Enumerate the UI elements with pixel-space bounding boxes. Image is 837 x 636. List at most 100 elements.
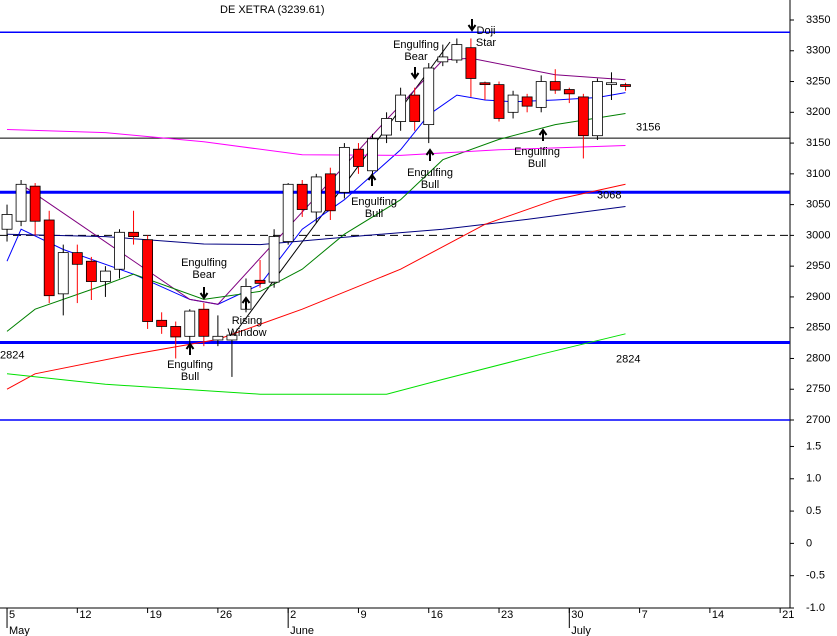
candle-body: [254, 279, 266, 284]
candle-body: [563, 89, 575, 95]
annotation-text: Engulfing: [514, 146, 560, 158]
candle-body: [465, 47, 477, 79]
candle-body: [592, 81, 603, 137]
annotation-arrow: [367, 173, 377, 186]
ma-line: [6, 333, 626, 395]
candle-body: [324, 173, 336, 212]
candle-body: [184, 310, 196, 337]
y-tick-label: 2750: [806, 383, 830, 395]
annotation-arrow: [538, 128, 548, 141]
ma-line: [6, 129, 626, 156]
candle-body: [521, 96, 533, 107]
candle-body: [170, 326, 182, 338]
month-label: June: [290, 625, 314, 636]
annotation-text: Doji: [477, 25, 496, 37]
level-label: 2824: [0, 350, 24, 362]
annotation-arrow: [185, 342, 195, 355]
candle-body: [100, 270, 111, 282]
x-tick-label: 5: [9, 609, 15, 621]
candle-body: [226, 334, 238, 341]
candle-body: [437, 56, 449, 63]
x-tick-label: 7: [642, 609, 648, 621]
annotation-arrow: [410, 67, 420, 80]
candle-body: [43, 219, 55, 297]
candle-body: [451, 44, 463, 61]
candle-body: [367, 138, 378, 172]
annotation-text: Engulfing: [351, 196, 397, 208]
candle-body: [493, 84, 505, 119]
chart-title: DE XETRA (3239.61): [220, 4, 325, 16]
x-tick-label: 16: [431, 609, 443, 621]
candle-body: [381, 118, 392, 136]
y2-tick-label: 0.5: [806, 505, 821, 517]
candle-body: [156, 319, 168, 327]
candle-body: [114, 231, 125, 270]
annotation-arrow: [199, 287, 209, 300]
candle-body: [29, 185, 41, 222]
ma-line: [6, 183, 626, 390]
annotation-arrow: [425, 148, 435, 161]
x-tick-label: 12: [79, 609, 91, 621]
candle-body: [198, 308, 210, 337]
month-label: July: [571, 625, 591, 636]
candle-body: [212, 335, 224, 341]
candle-body: [577, 96, 589, 137]
annotation-text: Rising: [232, 315, 263, 327]
y-tick-label: 3250: [806, 75, 830, 87]
candle-body: [535, 81, 547, 108]
annotation-text: Star: [476, 37, 497, 49]
annotation-text: Bull: [528, 158, 546, 170]
y-tick-label: 2850: [806, 322, 830, 334]
y-tick-label: 2950: [806, 260, 830, 272]
x-tick-label: 9: [360, 609, 366, 621]
candle-body: [85, 260, 97, 282]
annotation-text: Bull: [365, 208, 383, 220]
candle-body: [57, 252, 69, 295]
candle-body: [1, 214, 13, 230]
y-tick-label: 2700: [806, 414, 830, 426]
y-tick-label: 3150: [806, 137, 830, 149]
annotation-text: Window: [227, 327, 266, 339]
candle-body: [549, 81, 561, 91]
x-tick-label: 30: [571, 609, 583, 621]
y2-tick-label: 0: [806, 537, 812, 549]
candle-body: [268, 236, 280, 283]
annotation-text: Engulfing: [167, 359, 213, 371]
candle-body: [620, 84, 631, 87]
annotation-arrow: [241, 296, 251, 309]
candle-body: [423, 67, 435, 126]
annotation-text: Engulfing: [393, 39, 439, 51]
y-tick-label: 2800: [806, 352, 830, 364]
x-tick-label: 23: [501, 609, 513, 621]
y-tick-label: 3050: [806, 199, 830, 211]
annotation-text: Bull: [181, 371, 199, 383]
candle-body: [479, 82, 491, 86]
y-tick-label: 3350: [806, 14, 830, 26]
month-label: May: [9, 625, 30, 636]
x-tick-label: 19: [150, 609, 162, 621]
y-tick-label: 3200: [806, 106, 830, 118]
candle-body: [606, 82, 617, 86]
candle-body: [507, 94, 519, 113]
annotation-text: Bull: [421, 179, 439, 191]
candle-body: [296, 183, 308, 210]
annotation-text: Bear: [404, 51, 428, 63]
annotation-text: Engulfing: [407, 167, 453, 179]
candle-body: [15, 183, 27, 222]
annotation-text: Engulfing: [181, 257, 227, 269]
level-label: 2824: [616, 354, 640, 366]
annotation-arrow: [467, 19, 477, 32]
candle-body: [310, 176, 322, 213]
level-label: 3068: [597, 189, 621, 201]
level-label: 3156: [636, 121, 660, 133]
candle-body: [128, 231, 139, 238]
annotation-text: Bear: [192, 269, 216, 281]
y2-tick-label: 1.5: [806, 440, 821, 452]
candle-body: [338, 146, 350, 193]
candle-body: [409, 94, 421, 122]
x-tick-label: 21: [782, 609, 794, 621]
y-tick-label: 3100: [806, 168, 830, 180]
y2-tick-label: 1.0: [806, 473, 821, 485]
